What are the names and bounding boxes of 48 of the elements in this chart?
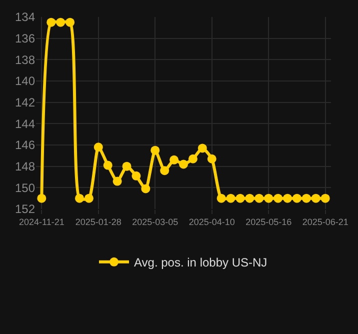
point — [198, 144, 207, 153]
point — [141, 184, 150, 194]
point — [66, 18, 75, 27]
y-tick-label: 146 — [14, 138, 36, 152]
point — [236, 194, 245, 203]
y-tick-label: 142 — [14, 96, 36, 110]
point — [179, 160, 188, 169]
point — [264, 194, 274, 203]
point — [216, 194, 226, 203]
point — [94, 142, 103, 152]
point — [188, 154, 198, 164]
point — [122, 162, 132, 171]
point — [150, 146, 160, 155]
y-tick-label: 152 — [14, 202, 36, 216]
y-tick-label: 148 — [14, 160, 36, 174]
point — [283, 194, 292, 203]
point — [132, 171, 141, 180]
point — [170, 155, 179, 164]
point — [254, 194, 264, 203]
x-tick-label: 2025-03-05 — [132, 216, 178, 227]
point — [103, 160, 112, 170]
x-tick-label: 2024-11-21 — [18, 216, 64, 227]
point — [245, 194, 254, 203]
point — [160, 166, 170, 176]
point — [226, 194, 236, 203]
y-tick-label: 136 — [14, 32, 36, 46]
point — [84, 194, 94, 203]
point — [207, 154, 216, 164]
x-tick-label: 2025-06-21 — [302, 216, 348, 227]
x-tick-label: 2025-01-28 — [75, 216, 122, 227]
x-tick-label: 2025-04-10 — [188, 216, 235, 227]
point — [74, 194, 84, 203]
y-tick-label: 138 — [14, 52, 36, 67]
y-tick-label: 140 — [14, 74, 36, 88]
point — [37, 194, 46, 203]
point — [274, 194, 283, 203]
point — [56, 18, 66, 27]
y-tick-label: 144 — [14, 116, 36, 131]
y-tick-label: 150 — [14, 180, 36, 195]
point — [311, 194, 320, 203]
x-tick-label: 2025-05-16 — [246, 216, 292, 227]
point — [46, 18, 56, 27]
point — [292, 194, 302, 203]
point — [320, 194, 330, 203]
point — [302, 194, 311, 203]
legend-label: Avg. pos. in lobby US-NJ — [134, 256, 268, 270]
point — [112, 176, 122, 186]
y-tick-label: 134 — [14, 10, 36, 24]
